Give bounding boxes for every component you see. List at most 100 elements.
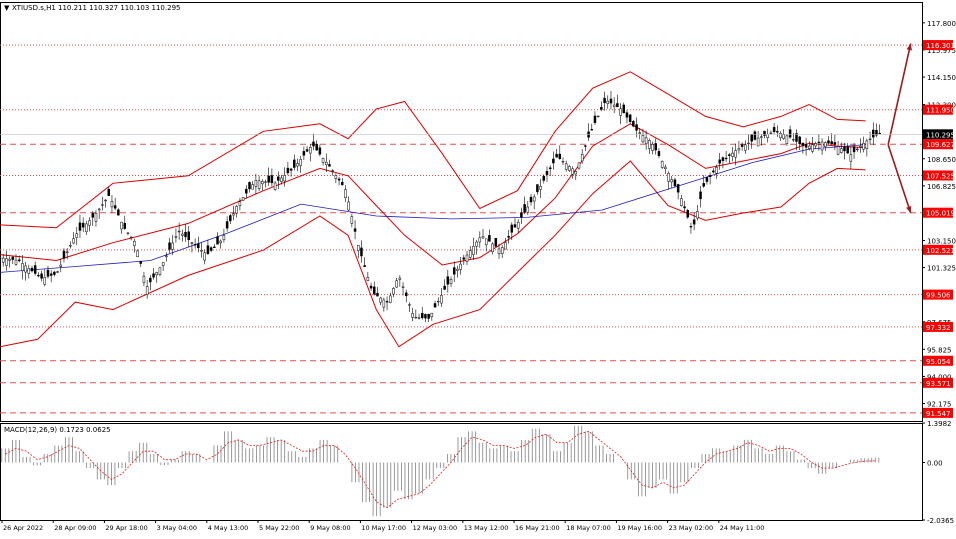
candle-body [740, 144, 744, 147]
candle [152, 268, 155, 280]
chart-title: XTIUSD.s,H1 110.211 110.327 110.103 110.… [12, 4, 180, 12]
candle-body [379, 297, 382, 303]
candle [558, 145, 562, 160]
candle-body [363, 265, 366, 267]
candle-body [689, 226, 693, 228]
candle [168, 238, 171, 254]
candle-body [795, 133, 798, 142]
candle-body [500, 247, 504, 254]
level-label-text: 102.521 [926, 247, 955, 255]
candle [305, 146, 309, 153]
candle [81, 217, 85, 233]
candle-body [392, 288, 395, 295]
candle-body [664, 166, 667, 169]
candle-body [830, 141, 833, 145]
candle-body [504, 242, 507, 250]
candle [107, 186, 111, 196]
candle-body [577, 162, 581, 169]
chart-menu-arrow-icon[interactable]: ▼ [4, 4, 10, 12]
candle [398, 275, 402, 287]
candle [5, 250, 8, 271]
candle-body [341, 181, 344, 186]
candle [808, 141, 811, 151]
candle-body [737, 148, 741, 151]
candle [484, 238, 488, 252]
candle [747, 134, 750, 151]
candle [564, 160, 568, 172]
candle [692, 212, 696, 231]
level-labels: 116.301 111.950 109.627 107.525 105.019 102.5… [923, 40, 955, 418]
level-label: 105.019 [923, 207, 955, 218]
candle [843, 142, 846, 160]
candle-body [811, 144, 814, 152]
candle-body [104, 199, 107, 202]
candle-body [216, 236, 219, 245]
candle [334, 173, 338, 184]
candle-body [229, 215, 232, 222]
candle [702, 175, 705, 188]
candle-body [267, 175, 270, 183]
candle-body [510, 224, 514, 233]
candle [488, 229, 491, 242]
candle-body [545, 171, 549, 175]
candle [238, 198, 242, 211]
candle-body [456, 268, 459, 271]
macd-signal-path [5, 430, 876, 509]
candle [568, 164, 571, 172]
candle [811, 136, 814, 154]
candle-body [225, 221, 229, 229]
candle [181, 229, 184, 242]
candle [53, 270, 56, 277]
price-tick-label: 92.175 [927, 401, 952, 409]
candle-body [564, 163, 568, 170]
candle [174, 228, 178, 243]
candle [209, 246, 213, 253]
bollinger-bands [0, 71, 866, 348]
candle [740, 142, 744, 151]
candle [830, 133, 833, 145]
candle-body [420, 312, 424, 319]
price-tick-label: 101.325 [927, 265, 956, 273]
level-label-bg [923, 104, 953, 115]
candle-body [849, 154, 853, 162]
candle-body [798, 136, 801, 144]
candle [865, 138, 869, 157]
candle [78, 214, 82, 239]
candle [696, 204, 699, 221]
candle [184, 224, 187, 242]
candle-body [171, 242, 174, 250]
candle [814, 141, 817, 149]
candle [788, 125, 792, 139]
candle-body [513, 224, 517, 228]
candle-body [21, 263, 24, 271]
candle [245, 185, 248, 199]
candle [753, 130, 757, 141]
candle [724, 150, 728, 162]
candle [737, 141, 741, 154]
candle-body [366, 277, 370, 281]
candle-body [846, 146, 849, 154]
candle-body [532, 196, 536, 202]
candle [427, 313, 430, 322]
candle [552, 151, 555, 170]
forecast-arrow-shaft [887, 144, 912, 214]
price-panel-frame [0, 2, 923, 422]
candle [65, 247, 69, 260]
candle [859, 138, 862, 153]
candle-body [398, 277, 402, 280]
price-tick-label: 114.150 [927, 74, 956, 82]
candle [385, 296, 389, 311]
candle [638, 127, 642, 140]
candle-body [616, 103, 619, 108]
candle [72, 232, 75, 245]
candle [513, 218, 517, 228]
candle [472, 237, 475, 261]
candle [651, 141, 654, 155]
candle-body [552, 158, 555, 164]
candle-body [638, 132, 642, 134]
candle-body [865, 140, 869, 150]
candle [849, 146, 853, 169]
candle-body [277, 176, 280, 181]
candle [21, 254, 24, 280]
